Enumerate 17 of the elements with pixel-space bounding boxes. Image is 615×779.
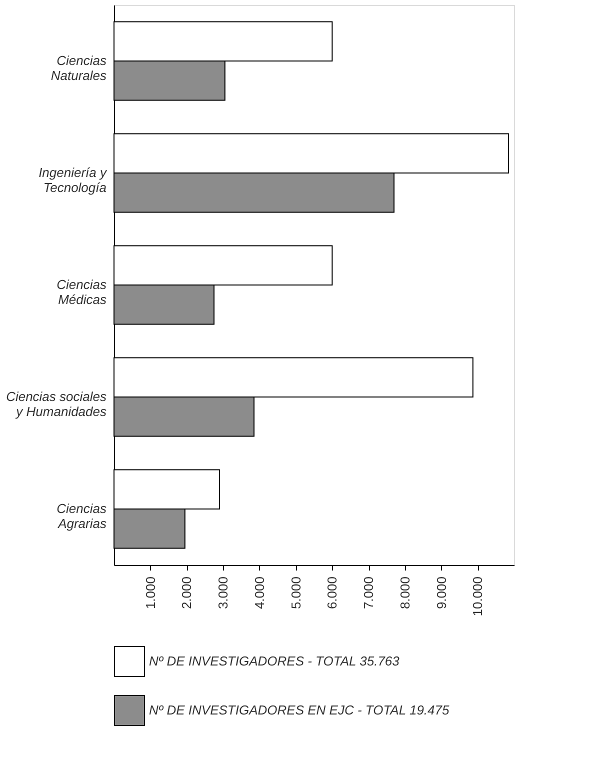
x-tick-label: 4.000 bbox=[252, 576, 267, 610]
legend-label: Nº DE INVESTIGADORES EN EJC - TOTAL 19.475 bbox=[149, 702, 450, 718]
x-tick-label: 2.000 bbox=[179, 576, 194, 610]
x-tick-label: 1.000 bbox=[142, 576, 158, 610]
x-tick-label: 10.000 bbox=[470, 576, 486, 616]
y-tick-label: Ciencias sociales y Humanidades bbox=[6, 389, 107, 419]
x-tick-label: 8.000 bbox=[397, 576, 412, 610]
y-tick-label: Ingeniería y Tecnología bbox=[38, 165, 108, 195]
x-tick-label: 3.000 bbox=[216, 576, 231, 610]
y-tick-label: Ciencias Médicas bbox=[56, 277, 107, 307]
y-tick-label: Ciencias Naturales bbox=[50, 53, 107, 83]
legend-label: Nº DE INVESTIGADORES - TOTAL 35.763 bbox=[149, 654, 400, 668]
x-tick-label: 7.000 bbox=[361, 576, 376, 610]
x-tick-label: 6.000 bbox=[324, 576, 340, 610]
x-tick-label: 5.000 bbox=[288, 576, 304, 610]
x-tick-label: 9.000 bbox=[434, 576, 449, 610]
y-tick-label: Ciencias Agrarias bbox=[56, 501, 107, 531]
